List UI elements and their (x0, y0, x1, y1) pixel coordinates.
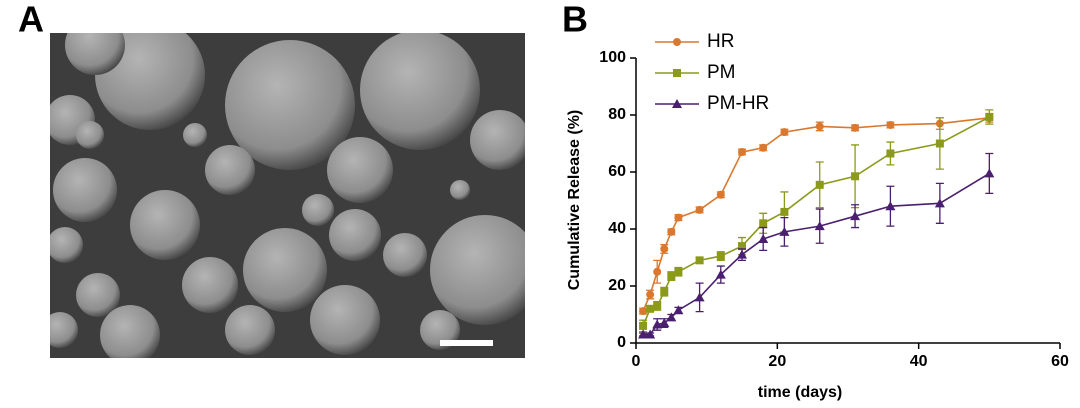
marker (695, 205, 704, 214)
marker (985, 112, 994, 121)
marker (639, 307, 648, 316)
marker (759, 143, 768, 152)
panel-label: A (18, 0, 44, 40)
marker (674, 213, 683, 222)
y-tick-label: 100 (599, 49, 626, 66)
x-tick-label: 0 (632, 353, 641, 370)
marker (659, 318, 670, 328)
marker (646, 304, 655, 313)
series-line (643, 172, 990, 336)
series-line (642, 116, 990, 327)
marker (694, 292, 705, 302)
x-tick-label: 60 (1051, 353, 1069, 370)
marker (814, 221, 825, 231)
marker (660, 287, 669, 296)
y-tick-label: 80 (608, 106, 626, 123)
marker (934, 198, 945, 208)
marker (984, 168, 995, 178)
marker (737, 249, 747, 259)
marker (886, 149, 895, 158)
marker (935, 139, 944, 148)
marker (660, 244, 669, 253)
legend-label: PM (707, 62, 736, 83)
marker (666, 312, 677, 322)
legend-marker (673, 38, 681, 46)
marker (653, 267, 662, 276)
y-tick-label: 40 (608, 220, 626, 237)
sem-image (50, 33, 525, 358)
marker (738, 148, 746, 157)
marker (639, 321, 648, 330)
series-line (642, 117, 990, 312)
marker (850, 211, 861, 221)
panel-label: B (562, 0, 588, 40)
marker (885, 201, 896, 211)
marker (652, 319, 663, 329)
y-tick-label: 60 (608, 163, 626, 180)
marker (653, 301, 662, 310)
legend-marker (673, 69, 681, 77)
marker (780, 128, 789, 137)
marker (716, 190, 725, 199)
marker (695, 256, 704, 265)
marker (759, 219, 768, 228)
marker (815, 122, 824, 131)
marker (645, 329, 656, 339)
marker (851, 123, 860, 132)
marker (738, 242, 746, 251)
y-tick-label: 20 (608, 277, 626, 294)
x-tick-label: 20 (768, 353, 786, 370)
marker (674, 267, 683, 276)
marker (646, 290, 655, 299)
legend-marker (672, 99, 682, 108)
marker (716, 252, 725, 261)
marker (667, 272, 676, 281)
marker (851, 172, 860, 181)
marker (638, 329, 649, 339)
marker (780, 207, 789, 216)
marker (715, 269, 726, 279)
marker (758, 233, 769, 243)
y-tick-label: 0 (617, 334, 626, 351)
y-axis-label: Cumulative Release (%) (566, 110, 583, 291)
marker (886, 120, 895, 129)
marker (815, 180, 824, 189)
marker (779, 226, 790, 236)
x-tick-label: 40 (910, 353, 928, 370)
marker (673, 305, 684, 315)
legend-label: HR (707, 31, 734, 52)
x-axis-label: time (days) (758, 384, 842, 401)
legend-label: PM-HR (707, 93, 769, 114)
marker (667, 227, 676, 236)
